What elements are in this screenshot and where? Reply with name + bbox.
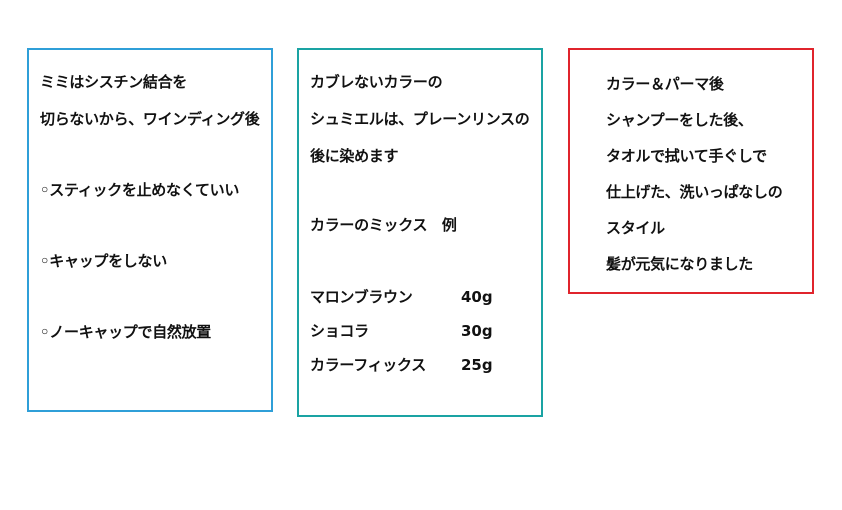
- mix-heading: カラーのミックス 例: [310, 216, 457, 234]
- left-info-box: ミミはシスチン結合を 切らないから、ワインディング後 ◦スティックを止めなくてい…: [27, 48, 273, 412]
- right-text-line-1: カラー＆パーマ後: [606, 75, 724, 93]
- right-text-line-6: 髪が元気になりました: [606, 255, 754, 273]
- left-bullet-item-2: ◦キャップをしない: [40, 252, 167, 270]
- left-text-line-1: ミミはシスチン結合を: [40, 73, 188, 91]
- mix-item-name: カラーフィックス: [310, 356, 426, 374]
- middle-text-line-3: 後に染めます: [310, 147, 399, 165]
- mix-item-amount: 30g: [461, 322, 493, 340]
- left-bullet-item-3: ◦ノーキャップで自然放置: [40, 323, 211, 341]
- middle-info-box: カブレないカラーの シュミエルは、プレーンリンスの 後に染めます カラーのミック…: [297, 48, 543, 417]
- left-text-line-2: 切らないから、ワインディング後: [40, 110, 260, 128]
- left-bullet-item-1: ◦スティックを止めなくていい: [40, 181, 240, 199]
- middle-text-line-2: シュミエルは、プレーンリンスの: [310, 110, 530, 128]
- right-text-line-2: シャンプーをした後、: [606, 111, 753, 129]
- right-text-line-5: スタイル: [606, 219, 665, 237]
- mix-item-name: マロンブラウン: [310, 288, 413, 306]
- mix-item-amount: 25g: [461, 356, 493, 374]
- mix-item-amount: 40g: [461, 288, 493, 306]
- mix-item-name: ショコラ: [310, 322, 369, 340]
- middle-text-line-1: カブレないカラーの: [310, 73, 443, 91]
- right-info-box: カラー＆パーマ後 シャンプーをした後、 タオルで拭いて手ぐしで 仕上げた、洗いっ…: [568, 48, 814, 294]
- right-text-line-3: タオルで拭いて手ぐしで: [606, 147, 767, 165]
- right-text-line-4: 仕上げた、洗いっぱなしの: [606, 183, 783, 201]
